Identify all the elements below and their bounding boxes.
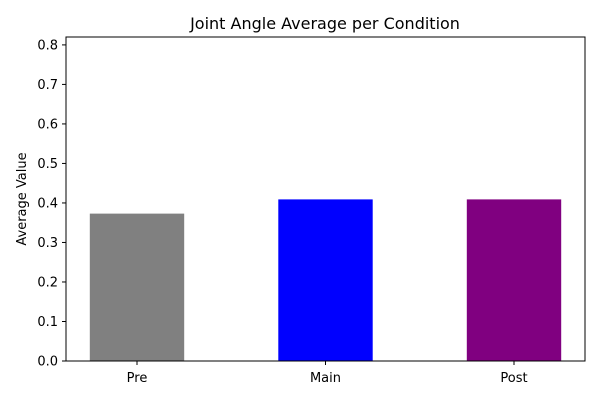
y-tick-label: 0.2 (37, 275, 58, 290)
y-tick-label: 0.5 (37, 157, 58, 172)
plot-frame (65, 36, 586, 362)
y-tick-label: 0.1 (37, 315, 58, 330)
y-axis-ticks: 0.0 0.1 0.2 0.3 0.4 0.5 0.6 0.7 0.8 (37, 38, 66, 370)
bar-pre (89, 213, 185, 361)
y-tick-label: 0.4 (37, 196, 58, 211)
chart-title: Joint Angle Average per Condition (189, 14, 460, 33)
x-tick-label-post: Post (500, 371, 527, 386)
y-axis-label: Average Value (15, 152, 30, 245)
x-tick-label-pre: Pre (127, 371, 148, 386)
y-tick-label: 0.7 (37, 78, 58, 93)
x-axis-ticks: Pre Main Post (127, 361, 528, 386)
bar-post (466, 199, 562, 361)
y-tick-label: 0.0 (37, 355, 58, 370)
y-tick-label: 0.3 (37, 236, 58, 251)
y-tick-label: 0.8 (37, 38, 58, 53)
bars-group (89, 199, 562, 361)
x-tick-label-main: Main (310, 371, 341, 386)
y-tick-label: 0.6 (37, 117, 58, 132)
bar-main (278, 199, 373, 361)
